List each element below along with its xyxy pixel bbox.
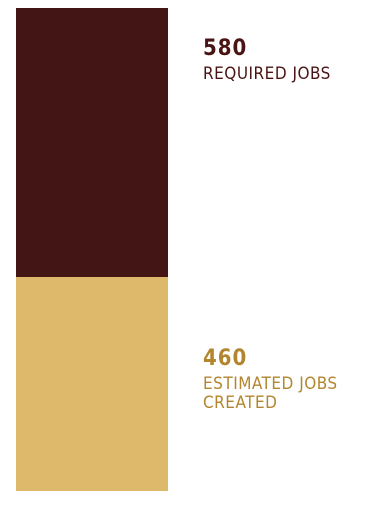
category-label-estimated-jobs-created: ESTIMATED JOBS CREATED	[203, 373, 338, 413]
bar-segment-estimated-jobs-created	[16, 277, 168, 491]
category-label-required-jobs: REQUIRED JOBS	[203, 64, 331, 84]
label-estimated-jobs-created: 460 ESTIMATED JOBS CREATED	[203, 345, 368, 413]
label-required-jobs: 580 REQUIRED JOBS	[203, 38, 368, 84]
bar-segment-required-jobs	[16, 8, 168, 278]
value-label-estimated-jobs-created: 460	[203, 345, 248, 371]
stacked-bar	[16, 8, 168, 491]
value-label-required-jobs: 580	[203, 36, 248, 61]
